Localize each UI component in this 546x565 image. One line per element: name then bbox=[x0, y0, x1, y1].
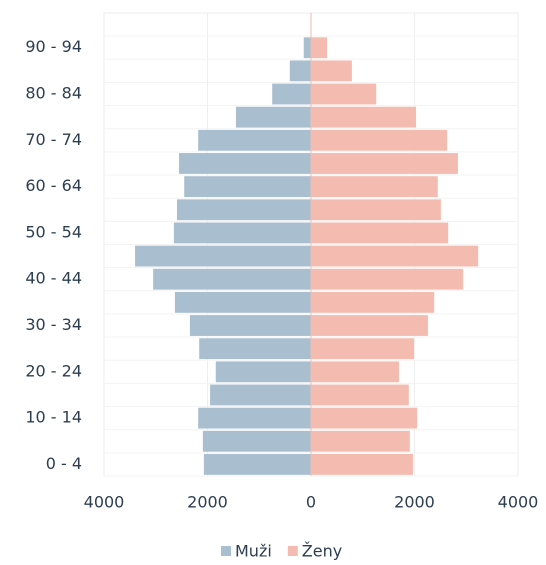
bar bbox=[311, 315, 428, 336]
bar bbox=[135, 245, 311, 267]
bar bbox=[311, 384, 409, 406]
y-tick-label: 30 - 34 bbox=[25, 315, 82, 334]
bar bbox=[199, 338, 311, 360]
bar bbox=[198, 407, 311, 429]
bar bbox=[203, 454, 311, 475]
bar bbox=[311, 268, 464, 290]
bar bbox=[311, 106, 417, 128]
x-tick-label: 2000 bbox=[187, 493, 228, 512]
bar bbox=[311, 291, 435, 313]
bar bbox=[311, 153, 458, 174]
bar bbox=[303, 37, 311, 59]
bar bbox=[210, 384, 311, 406]
y-tick-label: 60 - 64 bbox=[25, 176, 82, 195]
bar bbox=[311, 407, 418, 429]
x-tick-label: 0 bbox=[306, 493, 316, 512]
x-tick-label: 4000 bbox=[84, 493, 125, 512]
legend-label: Ženy bbox=[302, 542, 342, 561]
y-tick-label: 40 - 44 bbox=[25, 269, 82, 288]
y-tick-label: 50 - 54 bbox=[25, 222, 82, 241]
bar bbox=[311, 199, 441, 221]
bar bbox=[173, 222, 311, 244]
bar bbox=[176, 199, 311, 221]
bar bbox=[311, 60, 352, 82]
legend-label: Muži bbox=[235, 542, 272, 561]
bar bbox=[153, 268, 311, 290]
bar bbox=[311, 83, 377, 105]
bar bbox=[198, 129, 311, 151]
legend-swatch bbox=[287, 546, 298, 556]
bar bbox=[235, 106, 311, 128]
bar bbox=[215, 361, 311, 383]
bar bbox=[311, 129, 448, 151]
legend-swatch bbox=[221, 546, 231, 556]
x-tick-label: 2000 bbox=[394, 493, 435, 512]
bar bbox=[311, 222, 449, 244]
y-tick-label: 20 - 24 bbox=[25, 361, 82, 380]
bar bbox=[311, 361, 399, 383]
bar bbox=[311, 338, 414, 360]
bar bbox=[184, 176, 311, 198]
bar bbox=[272, 83, 311, 105]
bar bbox=[311, 37, 328, 59]
bar bbox=[311, 454, 413, 475]
y-tick-label: 0 - 4 bbox=[46, 454, 82, 473]
y-tick-label: 10 - 14 bbox=[25, 408, 82, 427]
bar bbox=[189, 315, 311, 336]
bar bbox=[202, 430, 311, 452]
bar bbox=[311, 430, 410, 452]
y-tick-label: 70 - 74 bbox=[25, 130, 82, 149]
bar bbox=[311, 245, 479, 267]
bar bbox=[174, 291, 311, 313]
bar bbox=[179, 153, 311, 174]
y-tick-label: 80 - 84 bbox=[25, 84, 82, 103]
bar bbox=[289, 60, 311, 82]
bar bbox=[311, 176, 438, 198]
y-tick-label: 90 - 94 bbox=[25, 37, 82, 56]
x-tick-label: 4000 bbox=[498, 493, 539, 512]
